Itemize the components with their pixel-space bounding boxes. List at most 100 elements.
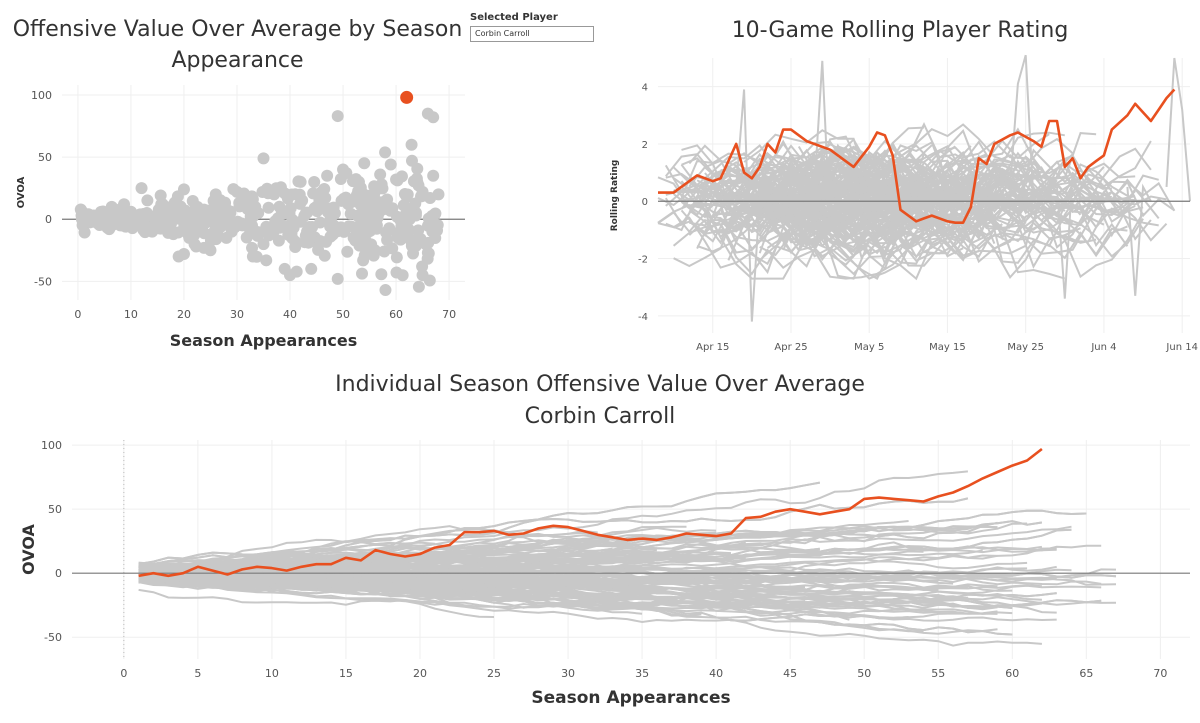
background-series xyxy=(758,182,1136,265)
y-tick-label: 0 xyxy=(45,213,52,226)
x-tick-label: 45 xyxy=(783,667,797,680)
y-tick-label: -4 xyxy=(638,312,648,323)
background-series xyxy=(657,156,925,214)
background-point xyxy=(334,172,347,185)
background-point xyxy=(341,245,354,258)
background-series xyxy=(688,218,925,276)
x-tick-label: 50 xyxy=(857,667,871,680)
data-point xyxy=(379,284,392,297)
y-tick-label: -2 xyxy=(638,255,648,266)
data-point xyxy=(337,163,350,176)
background-point xyxy=(211,206,224,219)
x-tick-label: 40 xyxy=(709,667,723,680)
background-point xyxy=(308,176,321,189)
data-point xyxy=(374,168,387,181)
highlight-series-line xyxy=(138,447,1043,578)
data-point xyxy=(342,198,355,211)
x-tick-label: May 25 xyxy=(1007,342,1044,353)
background-series xyxy=(138,588,1042,647)
data-point xyxy=(225,225,238,238)
background-point xyxy=(289,188,302,201)
background-series xyxy=(138,572,465,607)
x-tick-label: 65 xyxy=(1079,667,1093,680)
background-series xyxy=(735,89,761,322)
background-point xyxy=(262,201,275,214)
background-series xyxy=(1056,172,1082,299)
y-axis-label: OVOA xyxy=(16,176,27,208)
x-tick-label: 30 xyxy=(230,308,244,321)
background-point xyxy=(314,216,327,229)
data-point xyxy=(299,207,312,220)
data-point xyxy=(273,200,286,213)
data-point xyxy=(411,175,424,188)
selected-player-label: Selected Player xyxy=(470,12,558,23)
data-point xyxy=(262,229,275,242)
background-point xyxy=(403,213,416,226)
x-tick-label: May 5 xyxy=(854,342,884,353)
background-point xyxy=(260,254,273,267)
background-point xyxy=(431,218,444,231)
background-point xyxy=(207,228,220,241)
data-point xyxy=(289,235,302,248)
season-ovoa-chart[interactable]: -50 0 50 100 0 5 10 15 20 25 30 35 40 45 50 55 60 65 70 Sea… xyxy=(0,363,1200,723)
data-point xyxy=(167,210,180,223)
background-series xyxy=(138,572,687,604)
background-point xyxy=(405,239,418,252)
background-point xyxy=(381,234,394,247)
rolling-chart-title: 10-Game Rolling Player Rating xyxy=(731,18,1069,43)
data-point xyxy=(395,220,408,233)
background-point xyxy=(429,207,442,220)
data-point xyxy=(379,200,392,213)
data-point xyxy=(321,169,334,182)
background-point xyxy=(184,218,197,231)
x-tick-label: Apr 15 xyxy=(696,342,729,353)
background-series xyxy=(138,573,495,587)
x-tick-label: 10 xyxy=(124,308,138,321)
y-axis-label: OVOA xyxy=(19,523,38,574)
background-series xyxy=(783,131,1065,187)
background-point xyxy=(378,245,391,258)
data-point xyxy=(421,246,434,259)
x-tick-label: 0 xyxy=(120,667,127,680)
data-point xyxy=(230,185,243,198)
background-point xyxy=(314,235,327,248)
data-point xyxy=(400,190,413,203)
selected-player-filter: Selected Player Corbin Carroll xyxy=(470,12,594,42)
background-point xyxy=(412,280,425,293)
background-point xyxy=(422,219,435,232)
data-point xyxy=(268,188,281,201)
background-series xyxy=(138,497,969,565)
background-point xyxy=(368,180,381,193)
data-point xyxy=(151,218,164,231)
background-series xyxy=(138,470,969,566)
y-tick-label: 50 xyxy=(38,151,52,164)
x-tick-label: 20 xyxy=(177,308,191,321)
background-point xyxy=(246,219,259,232)
x-tick-label: 25 xyxy=(487,667,501,680)
data-point xyxy=(347,231,360,244)
highlight-point xyxy=(400,90,414,104)
background-point xyxy=(375,268,388,281)
data-point xyxy=(241,198,254,211)
y-tick-label: 100 xyxy=(31,89,52,102)
y-axis-label: Rolling Rating xyxy=(610,160,620,232)
season-chart-title-block: Individual Season Offensive Value Over A… xyxy=(0,369,1200,433)
data-point xyxy=(135,182,148,195)
data-point xyxy=(358,157,371,170)
data-point xyxy=(252,207,265,220)
selected-player-input[interactable]: Corbin Carroll xyxy=(470,26,594,42)
data-point xyxy=(177,248,190,261)
background-point xyxy=(414,232,427,245)
x-tick-label: 50 xyxy=(336,308,350,321)
data-point xyxy=(124,205,137,218)
y-tick-label: 0 xyxy=(55,567,62,580)
background-point xyxy=(337,225,350,238)
rolling-rating-chart[interactable]: -4 -2 0 2 4 Apr 15 Apr 25 May 5 May 15 May 25 Jun … xyxy=(600,0,1200,360)
x-tick-label: 35 xyxy=(635,667,649,680)
data-point xyxy=(199,216,212,229)
data-point xyxy=(416,269,429,282)
background-series xyxy=(657,178,1081,269)
data-point xyxy=(284,269,297,282)
data-point xyxy=(215,220,228,233)
scatter-chart[interactable]: -50 0 50 100 0 10 20 30 40 50 60 70 Season Appearanc… xyxy=(0,0,600,360)
